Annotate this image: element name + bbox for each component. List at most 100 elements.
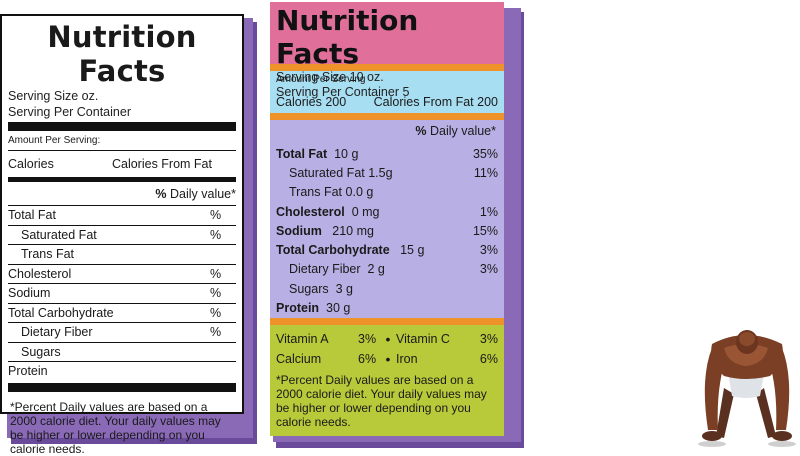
nutrient-text: Dietary Fiber 2 g (276, 262, 385, 276)
filled-nutrition-label: Nutrition Facts Serving Size 10 oz. Serv… (270, 2, 504, 436)
nutrient-row: Trans Fat (8, 245, 236, 265)
calories-label: Calories (8, 157, 54, 171)
divider (8, 150, 236, 151)
divider-band (270, 64, 504, 71)
nutrient-percent: 11% (473, 165, 498, 180)
nutrient-row: Trans Fat 0.0 g (276, 183, 498, 202)
vitamin-name: Iron (396, 352, 418, 366)
nutrient-name: Sugars (21, 344, 61, 359)
vitamin-percent: 6% (479, 352, 498, 366)
nutrient-percent: 3% (479, 243, 498, 258)
nutrient-amount: 30 g (326, 301, 351, 316)
nutrient-text: Sodium 210 mg (276, 224, 374, 238)
amount-per-serving: Amount Per Serving: (8, 135, 101, 146)
nutrients-section: % Daily value* Total Fat 10 g 35% Satura… (270, 120, 504, 318)
nutrient-amount: 3 g (335, 281, 353, 296)
serving-size: Serving Size oz. (8, 89, 99, 103)
nutrient-name: Total Fat (276, 146, 328, 161)
daily-value-heading: % Daily value* (276, 122, 498, 144)
nutrient-row: Total Carbohydrate % (8, 304, 236, 323)
nutrient-name: Total Carbohydrate (8, 305, 114, 320)
nutrient-percent: 1% (479, 204, 498, 219)
serving-per-container: Serving Per Container 5 (276, 85, 410, 99)
nutrient-text: Total Carbohydrate 15 g (276, 243, 424, 257)
nutrient-amount: 0 mg (351, 204, 380, 219)
nutrient-amount: 10 g (334, 146, 359, 161)
blank-nutrition-label: Nutrition Facts Serving Size oz. Serving… (0, 14, 244, 456)
nutrient-name: Sodium (8, 286, 51, 301)
vitamin-percent: 3% (358, 332, 377, 346)
divider-medium (8, 177, 236, 182)
nutrient-name: Dietary Fiber (21, 325, 93, 340)
vitamin-row: Vitamin A 3% • Vitamin C 3% (276, 329, 498, 349)
divider (8, 205, 236, 206)
daily-value-label: Daily value* (429, 124, 496, 138)
nutrient-name: Sodium (276, 223, 322, 238)
nutrient-row: Sodium 210 mg 15% (276, 221, 498, 240)
nutrient-row: Sugars (8, 343, 236, 362)
nutrient-name: Cholesterol (8, 266, 72, 281)
calories-value: Calories 200 (276, 95, 347, 109)
nutrient-row: Dietary Fiber 2 g 3% (276, 260, 498, 279)
calories-row: Calories Calories From Fat (8, 151, 236, 175)
nutrient-row: Protein (8, 362, 236, 381)
vitamins-section: Vitamin A 3% • Vitamin C 3% Calcium 6% •… (270, 325, 504, 436)
nutrient-name: Protein (8, 364, 48, 379)
nutrient-text: Sugars 3 g (276, 282, 353, 296)
nutrient-amount: 15 g (400, 243, 425, 258)
divider-band (270, 318, 504, 325)
nutrient-name: Protein (276, 301, 320, 316)
nutrient-row: Total Carbohydrate 15 g 3% (276, 240, 498, 259)
calories-section: Amount Per Serving Calories 200 Calories… (270, 71, 504, 113)
nutrient-row: Protein 30 g (276, 298, 498, 317)
nutrient-amount: 1.5g (368, 165, 393, 180)
nutrient-amount: 0.0 g (345, 185, 374, 200)
nutrient-text: Protein 30 g (276, 301, 350, 315)
footnote: *Percent Daily values are based on a 200… (276, 373, 487, 429)
percent-symbol: % (155, 187, 167, 201)
serving-per-container: Serving Per Container (8, 105, 131, 119)
calories-row: Calories 200 Calories From Fat 200 (276, 95, 498, 109)
divider-thick (8, 382, 236, 392)
nutrient-text: Trans Fat 0.0 g (276, 185, 373, 199)
nutrient-name: Dietary Fiber (289, 262, 361, 277)
nutrient-percent: 3% (479, 262, 498, 277)
nutrient-name: Total Carbohydrate (276, 243, 390, 258)
vitamin-name: Calcium (276, 352, 322, 366)
divider-thick (8, 122, 236, 131)
footnote: *Percent Daily values are based on a 200… (10, 399, 221, 456)
daily-value-label: Daily value* (169, 187, 236, 201)
nutrient-percent: % (210, 305, 222, 320)
nutrient-row: Sugars 3 g (276, 279, 498, 298)
label-title: Nutrition Facts (276, 4, 419, 70)
serving-size: Serving Size 10 oz. (276, 70, 384, 84)
nutrient-name: Cholesterol (276, 204, 345, 219)
nutrient-amount: 210 mg (332, 223, 374, 238)
athlete-pushup-illustration (698, 330, 796, 447)
nutrient-name: Total Fat (8, 208, 56, 223)
bullet-icon: • (385, 331, 391, 347)
nutrient-name: Saturated Fat (21, 227, 97, 242)
nutrient-row: Total Fat 10 g 35% (276, 144, 498, 163)
nutrient-percent: % (210, 227, 222, 242)
bullet-icon: • (385, 351, 391, 367)
nutrient-row: Dietary Fiber % (8, 323, 236, 343)
calories-from-fat-value: Calories From Fat 200 (373, 95, 498, 109)
nutrient-percent: % (210, 325, 222, 340)
vitamin-row: Calcium 6% • Iron 6% (276, 349, 498, 369)
vitamin-percent: 3% (479, 332, 498, 346)
nutrient-text: Cholesterol 0 mg (276, 205, 380, 219)
vitamin-name: Vitamin A (276, 332, 329, 346)
nutrient-name: Trans Fat (21, 247, 75, 262)
calories-from-fat-label: Calories From Fat (111, 157, 212, 171)
nutrient-percent: 35% (472, 146, 498, 161)
daily-value-heading: % Daily value* (8, 184, 236, 205)
vitamin-name: Vitamin C (396, 332, 450, 346)
header-section: Nutrition Facts Serving Size 10 oz. Serv… (270, 2, 504, 99)
divider-band (270, 113, 504, 120)
nutrient-amount: 2 g (367, 262, 385, 277)
nutrient-percent: % (210, 286, 222, 301)
nutrient-name: Trans Fat (289, 185, 343, 200)
nutrient-name: Sugars (289, 281, 329, 296)
nutrient-name: Saturated Fat (289, 165, 365, 180)
